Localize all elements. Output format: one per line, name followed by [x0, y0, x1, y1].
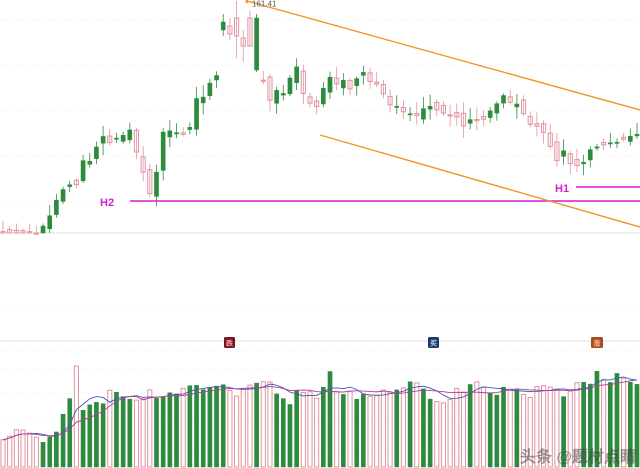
svg-text:161.41: 161.41 — [252, 0, 277, 9]
svg-text:H1: H1 — [555, 183, 569, 195]
svg-text:跌: 跌 — [226, 339, 234, 348]
svg-text:H2: H2 — [100, 197, 114, 209]
svg-text:买: 买 — [430, 340, 437, 348]
svg-text:涨: 涨 — [594, 339, 602, 348]
